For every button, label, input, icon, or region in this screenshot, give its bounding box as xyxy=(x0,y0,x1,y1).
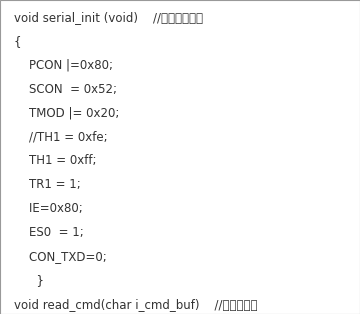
Text: }: } xyxy=(14,274,44,287)
Text: IE=0x80;: IE=0x80; xyxy=(14,202,82,215)
Text: ES0  = 1;: ES0 = 1; xyxy=(14,226,84,239)
Text: TMOD |= 0x20;: TMOD |= 0x20; xyxy=(14,106,119,120)
Text: TR1 = 1;: TR1 = 1; xyxy=(14,178,80,191)
Text: void read_cmd(char i_cmd_buf)    //读命令操作: void read_cmd(char i_cmd_buf) //读命令操作 xyxy=(14,298,257,311)
Text: //TH1 = 0xfe;: //TH1 = 0xfe; xyxy=(14,131,107,143)
Text: CON_TXD=0;: CON_TXD=0; xyxy=(14,250,107,263)
Text: void serial_init (void)    //串行口初始化: void serial_init (void) //串行口初始化 xyxy=(14,11,203,24)
Text: {: { xyxy=(14,35,21,48)
Text: PCON |=0x80;: PCON |=0x80; xyxy=(14,59,113,72)
Text: SCON  = 0x52;: SCON = 0x52; xyxy=(14,83,117,95)
Text: TH1 = 0xff;: TH1 = 0xff; xyxy=(14,154,96,167)
